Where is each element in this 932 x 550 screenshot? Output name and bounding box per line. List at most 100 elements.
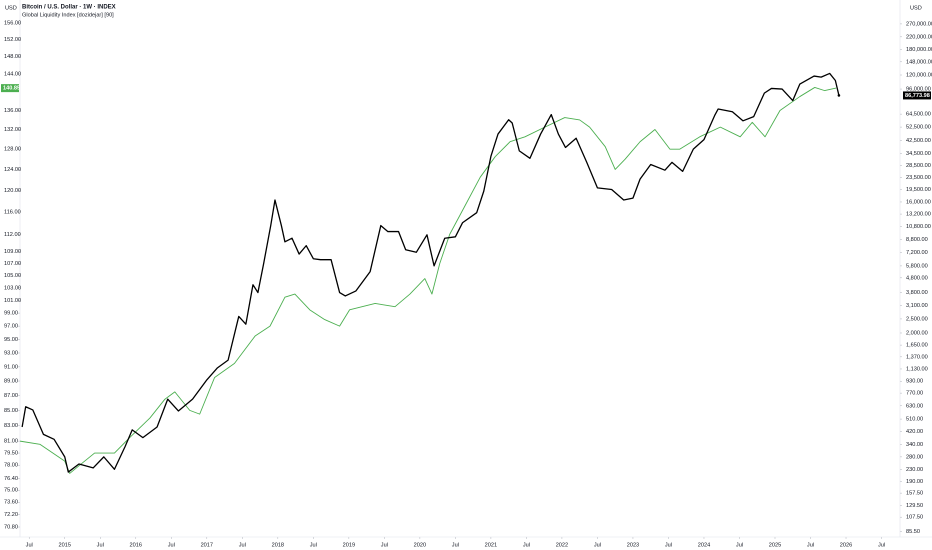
y2-tick-label: 157.50: [906, 491, 923, 497]
x-tick-label: Jul: [168, 542, 175, 548]
series-line: [19, 86, 837, 474]
y2-tick-label: 510.00: [906, 417, 923, 423]
y2-tick-label: 1,130.00: [906, 366, 928, 372]
x-tick-label: 2023: [627, 542, 639, 548]
y2-tick-label: 7,200.00: [906, 250, 928, 256]
y2-tick-label: 28,500.00: [906, 163, 931, 169]
y-tick-label: 109.00: [4, 249, 21, 255]
y2-tick-label: 770.00: [906, 391, 923, 397]
x-tick-label: Jul: [452, 542, 459, 548]
y-tick-label: 116.00: [4, 209, 21, 215]
y-tick-label: 156.00: [4, 20, 21, 26]
y2-tick-label: 107.50: [906, 515, 923, 521]
x-tick-label: Jul: [807, 542, 814, 548]
y2-tick-label: 190.00: [906, 479, 923, 485]
x-tick-label: 2020: [414, 542, 426, 548]
x-tick-label: Jul: [381, 542, 388, 548]
y2-tick-label: 3,100.00: [906, 303, 928, 309]
y2-tick-label: 270,000.00: [906, 21, 932, 27]
y2-tick-label: 64,500.00: [906, 112, 931, 118]
x-tick-label: Jul: [594, 542, 601, 548]
y2-tick-label: 340.00: [906, 442, 923, 448]
y-tick-label: 72.20: [4, 512, 18, 518]
y-tick-label: 120.00: [4, 188, 21, 194]
y2-tick-label: 42,500.00: [906, 138, 931, 144]
y2-tick-label: 34,500.00: [906, 151, 931, 157]
y2-tick-label: 120,000.00: [906, 72, 932, 78]
y2-tick-label: 16,000.00: [906, 199, 931, 205]
y-tick-label: 93.00: [4, 350, 18, 356]
y-tick-label: 124.00: [4, 167, 21, 173]
y-tick-label: 73.60: [4, 500, 18, 506]
y-tick-label: 91.00: [4, 364, 18, 370]
chart-subtitle: Global Liquidity Index [dozidejar] [90]: [22, 12, 114, 18]
x-tick-label: 2024: [698, 542, 710, 548]
x-tick-label: Jul: [239, 542, 246, 548]
last-point: [837, 94, 841, 97]
x-tick-label: 2022: [556, 542, 568, 548]
x-tick-label: 2025: [769, 542, 781, 548]
y2-tick-label: 23,500.00: [906, 175, 931, 181]
y2-tick-label: 5,800.00: [906, 263, 928, 269]
y2-tick-label: 96,000.00: [906, 87, 931, 93]
x-tick-label: 2019: [343, 542, 355, 548]
y2-tick-label: 930.00: [906, 379, 923, 385]
y2-tick-label: 8,800.00: [906, 237, 928, 243]
y2-tick-label: 19,500.00: [906, 187, 931, 193]
y-tick-label: 76.40: [4, 476, 18, 482]
y2-tick-label: 129.50: [906, 503, 923, 509]
y-axis-label: USD: [5, 5, 17, 11]
y-tick-label: 99.00: [4, 311, 18, 317]
x-tick-label: Jul: [878, 542, 885, 548]
y2-tick-label: 220,000.00: [906, 34, 932, 40]
x-tick-label: Jul: [736, 542, 743, 548]
y-tick-label: 70.80: [4, 524, 18, 530]
y2-tick-label: 1,370.00: [906, 354, 928, 360]
x-tick-label: 2018: [272, 542, 284, 548]
y2-tick-label: 13,200.00: [906, 212, 931, 218]
y-tick-label: 152.00: [4, 37, 21, 43]
chart-title: Bitcoin / U.S. Dollar · 1W · INDEX: [22, 5, 116, 11]
y-tick-label: 97.00: [4, 324, 18, 330]
y-tick-label: 107.00: [4, 261, 21, 267]
series-line: [21, 72, 840, 473]
y-tick-label: 132.00: [4, 127, 21, 133]
y-tick-label: 148.00: [4, 54, 21, 60]
last-value-label: 140.85: [3, 86, 20, 92]
y2-tick-label: 52,500.00: [906, 125, 931, 131]
x-tick-label: 2015: [59, 542, 71, 548]
y-tick-label: 105.00: [4, 273, 21, 279]
x-tick-label: 2017: [201, 542, 213, 548]
y2-tick-label: 2,000.00: [906, 330, 928, 336]
y2-tick-label: 10,800.00: [906, 224, 931, 230]
y-tick-label: 89.00: [4, 379, 18, 385]
y-tick-label: 83.00: [4, 423, 18, 429]
y2-tick-label: 1,650.00: [906, 343, 928, 349]
y2-tick-label: 85.50: [906, 529, 920, 535]
y-tick-label: 81.00: [4, 439, 18, 445]
last-value-box: [903, 91, 931, 100]
x-tick-label: Jul: [97, 542, 104, 548]
y-tick-label: 112.00: [4, 232, 21, 238]
y2-tick-label: 230.00: [906, 467, 923, 473]
y-tick-label: 101.00: [4, 298, 21, 304]
y-tick-label: 128.00: [4, 147, 21, 153]
y-tick-label: 75.00: [4, 488, 18, 494]
y2-tick-label: 280.00: [906, 454, 923, 460]
y-tick-label: 103.00: [4, 285, 21, 291]
last-value-label: 86,773.98: [905, 93, 930, 99]
y2-tick-label: 180,000.00: [906, 47, 932, 53]
y-tick-label: 136.00: [4, 108, 21, 114]
y-tick-label: 87.00: [4, 393, 18, 399]
y2-tick-label: 4,800.00: [906, 275, 928, 281]
y2-tick-label: 630.00: [906, 403, 923, 409]
y2-tick-label: 420.00: [906, 429, 923, 435]
y2-tick-label: 3,800.00: [906, 290, 928, 296]
y-tick-label: 79.50: [4, 451, 18, 457]
x-tick-label: Jul: [26, 542, 33, 548]
x-tick-label: 2016: [130, 542, 142, 548]
last-value-box: [1, 84, 19, 93]
y2-tick-label: 148,000.00: [906, 59, 932, 65]
y2-axis-label: USD: [910, 5, 922, 11]
